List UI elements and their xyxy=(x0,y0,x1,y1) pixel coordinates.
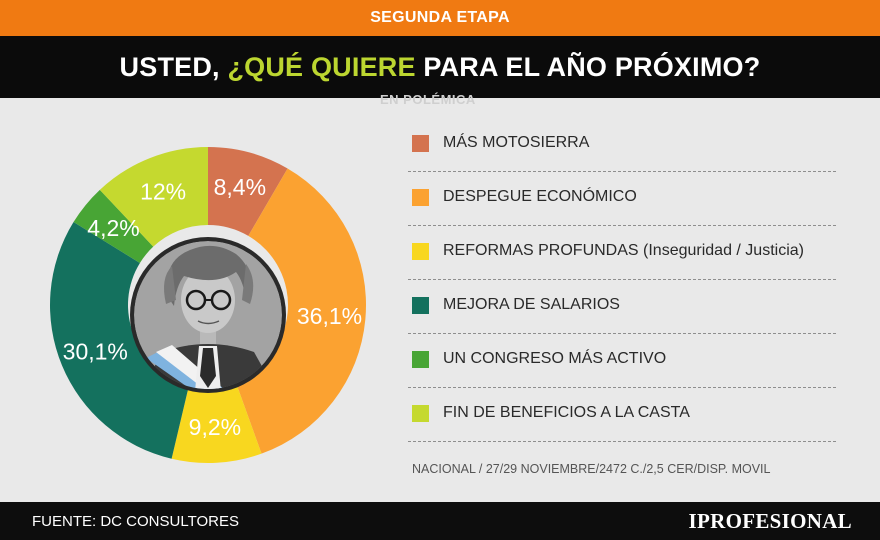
legend-swatch xyxy=(412,135,429,152)
slice-value-label: 36,1% xyxy=(297,303,362,329)
stage-banner: SEGUNDA ETAPA xyxy=(0,0,880,36)
source-label: FUENTE: DC CONSULTORES xyxy=(32,513,239,530)
legend-swatch xyxy=(412,405,429,422)
slice-value-label: 4,2% xyxy=(87,215,139,241)
legend-label: REFORMAS PROFUNDAS (Inseguridad / Justic… xyxy=(443,242,804,259)
donut-chart: 8,4% 36,1% 9,2% 30,1% 4,2%12% xyxy=(50,147,366,463)
slice-value-label: 30,1% xyxy=(63,339,128,365)
donut-slice xyxy=(235,168,366,454)
slice-value-label: 8,4% xyxy=(214,174,266,200)
legend-item: UN CONGRESO MÁS ACTIVO xyxy=(408,334,836,388)
slice-value-label: 12% xyxy=(140,179,186,205)
donut-slice xyxy=(50,222,190,459)
title-highlight: ¿QUÉ QUIERE xyxy=(227,51,416,82)
stage-label: SEGUNDA ETAPA xyxy=(370,9,510,26)
legend-swatch xyxy=(412,297,429,314)
legend-item: DESPEGUE ECONÓMICO xyxy=(408,172,836,226)
legend-item: FIN DE BENEFICIOS A LA CASTA xyxy=(408,388,836,442)
title-prefix: USTED, xyxy=(119,51,228,82)
legend-swatch xyxy=(412,243,429,260)
legend-item: REFORMAS PROFUNDAS (Inseguridad / Justic… xyxy=(408,226,836,280)
donut-slice xyxy=(99,147,208,247)
donut-slices xyxy=(50,147,366,463)
slice-labels: 8,4% 36,1% 9,2% 30,1% 4,2%12% xyxy=(63,174,362,440)
footer-bar: FUENTE: DC CONSULTORES IPROFESIONAL xyxy=(0,502,880,540)
legend-swatch xyxy=(412,351,429,368)
center-portrait xyxy=(130,237,286,393)
donut-slice xyxy=(73,189,154,263)
faded-overlay-text: EN POLÉMICA xyxy=(380,92,476,107)
legend-item: MEJORA DE SALARIOS xyxy=(408,280,836,334)
legend-label: MEJORA DE SALARIOS xyxy=(443,296,620,313)
brand-logo: IPROFESIONAL xyxy=(688,509,852,533)
legend-swatch xyxy=(412,189,429,206)
chart-title: USTED, ¿QUÉ QUIERE PARA EL AÑO PRÓXIMO? xyxy=(120,52,761,83)
survey-footnote: NACIONAL / 27/29 NOVIEMBRE/2472 C./2,5 C… xyxy=(412,462,771,476)
legend-label: UN CONGRESO MÁS ACTIVO xyxy=(443,350,667,367)
donut-slice xyxy=(171,380,262,463)
slice-value-label: 9,2% xyxy=(189,414,241,440)
donut-slice xyxy=(208,147,288,236)
legend-item: MÁS MOTOSIERRA xyxy=(408,118,836,172)
legend-label: MÁS MOTOSIERRA xyxy=(443,134,590,151)
title-bar: USTED, ¿QUÉ QUIERE PARA EL AÑO PRÓXIMO? xyxy=(0,36,880,98)
legend-label: DESPEGUE ECONÓMICO xyxy=(443,188,637,205)
legend-label: FIN DE BENEFICIOS A LA CASTA xyxy=(443,404,690,421)
legend: MÁS MOTOSIERRA DESPEGUE ECONÓMICO REFORMAS… xyxy=(408,118,836,442)
title-suffix: PARA EL AÑO PRÓXIMO? xyxy=(415,51,761,82)
